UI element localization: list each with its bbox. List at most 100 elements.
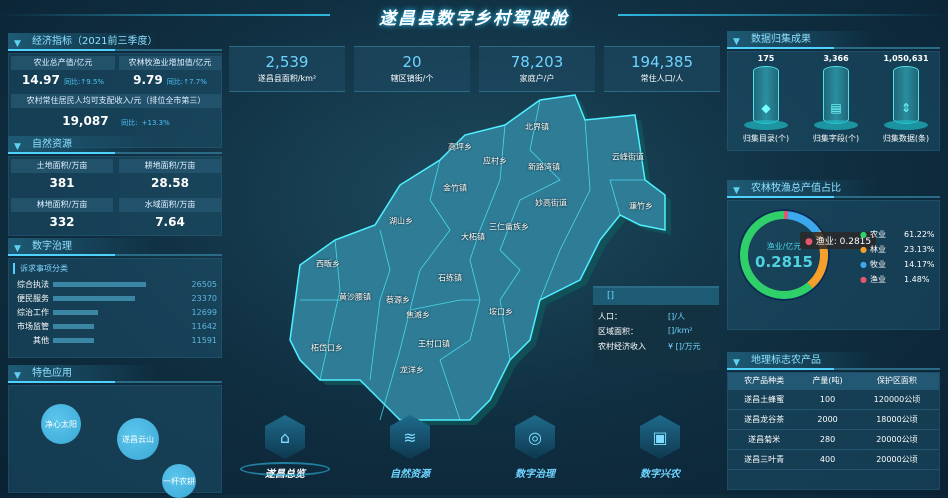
info-row: 区域面积：[]/km²: [598, 326, 714, 341]
map-town-label[interactable]: 柘岱口乡: [311, 343, 343, 354]
info-label: 区域面积：: [598, 326, 668, 341]
map-town-label[interactable]: 妙高街道: [535, 198, 567, 209]
map-town-label[interactable]: 三仁畲族乡: [489, 222, 529, 233]
panel-title: 农林牧渔总产值占比: [751, 183, 841, 194]
collection-item: 175 ◆ 归集目录(个): [734, 54, 798, 144]
cylinder-base: [884, 120, 928, 130]
donut-center-value: 0.2815: [746, 253, 822, 271]
info-value: []/人: [668, 311, 685, 326]
info-value: []/km²: [668, 326, 693, 341]
nav-2[interactable]: ◎ 数字治理: [505, 415, 565, 480]
donut-slice-2[interactable]: [788, 215, 818, 233]
table-cell: 遂昌龙谷茶: [728, 409, 800, 429]
map-town-label[interactable]: 黄沙腰镇: [339, 292, 371, 303]
legend-dot-icon: ●: [860, 275, 870, 284]
legend-dot-icon: ●: [860, 260, 870, 269]
map-town-label[interactable]: 高坪乡: [448, 142, 472, 153]
collection-value: 175: [734, 54, 798, 63]
legend-name: 牧业: [870, 259, 904, 270]
panel-title: 地理标志农产品: [751, 355, 821, 366]
layers-icon: ◆: [753, 66, 779, 124]
map-town-label[interactable]: 北界镇: [525, 122, 549, 133]
nav-label: 数字兴农: [630, 465, 690, 480]
legend-name: 林业: [870, 244, 904, 255]
table-cell: 100: [800, 389, 855, 409]
map-town-label[interactable]: 西畈乡: [316, 259, 340, 270]
nav-1[interactable]: ≋ 自然资源: [380, 415, 440, 480]
home-icon: ⌂: [265, 415, 305, 459]
map-town-label[interactable]: 蔡源乡: [386, 295, 410, 306]
table-cell: 2000: [800, 409, 855, 429]
layers-icon: ≋: [390, 415, 430, 459]
info-label: 人口：: [598, 311, 668, 326]
map-town-label[interactable]: 王村口镇: [418, 339, 450, 350]
active-ring: [240, 462, 330, 476]
map-town-label[interactable]: 新路湾镇: [528, 162, 560, 173]
collection-label: 归集目录(个): [734, 133, 798, 144]
legend-name: 渔业: [870, 274, 904, 285]
legend-pct: 14.17%: [904, 260, 935, 269]
map-town-label[interactable]: 湖山乡: [389, 216, 413, 227]
collection-item: 3,366 ▤ 归集字段(个): [804, 54, 868, 144]
legend-name: 农业: [870, 229, 904, 240]
map-town-label[interactable]: 龙洋乡: [400, 365, 424, 376]
collection-value: 3,366: [804, 54, 868, 63]
nav-label: 数字治理: [505, 465, 565, 480]
target-icon: ◎: [515, 415, 555, 459]
nav-label: 自然资源: [380, 465, 440, 480]
info-label: 农村经济收入: [598, 341, 668, 356]
map-town-label[interactable]: 云峰街道: [612, 152, 644, 163]
table-cell: 400: [800, 449, 855, 469]
table-cell: 20000公顷: [855, 449, 939, 469]
map-town-label[interactable]: 濂竹乡: [629, 201, 653, 212]
chevron-icon: ▼: [733, 354, 740, 372]
table-cell: 遂昌三叶青: [728, 449, 800, 469]
share-panel: ▼农林牧渔总产值占比 渔业/亿元 0.2815 ● 渔业: 0.2815 ●农业…: [727, 180, 940, 330]
info-row: 人口：[]/人: [598, 311, 714, 326]
folder-icon: ▤: [823, 66, 849, 124]
legend-pct: 23.13%: [904, 245, 935, 254]
cylinder-base: [814, 120, 858, 130]
map-town-label[interactable]: 大柘镇: [461, 232, 485, 243]
collection-label: 归集字段(个): [804, 133, 868, 144]
chevron-icon: ▼: [733, 182, 740, 200]
table-cell: 遂昌土蜂蜜: [728, 389, 800, 409]
nav-3[interactable]: ▣ 数字兴农: [630, 415, 690, 480]
map-town-label[interactable]: 垵口乡: [489, 307, 513, 318]
info-row: 农村经济收入¥ []/万元: [598, 341, 714, 356]
legend-dot-icon: ●: [860, 230, 870, 239]
map-town-label[interactable]: 焦滩乡: [406, 310, 430, 321]
collection-value: 1,050,631: [874, 54, 938, 63]
table-header: 产量(吨): [800, 373, 855, 389]
info-title: []: [593, 288, 719, 305]
table-header: 保护区面积: [855, 373, 939, 389]
monitor-icon: ▣: [640, 415, 680, 459]
map-town-label[interactable]: 应村乡: [483, 156, 507, 167]
map-town-label[interactable]: 金竹镇: [443, 183, 467, 194]
collection-label: 归集数据(条): [874, 133, 938, 144]
legend-pct: 61.22%: [904, 230, 935, 239]
info-value: ¥ []/万元: [668, 341, 701, 356]
cylinder-base: [744, 120, 788, 130]
sliders-icon: ⇕: [893, 66, 919, 124]
chevron-icon: ▼: [733, 33, 740, 51]
table-cell: 280: [800, 429, 855, 449]
table-cell: 18000公顷: [855, 409, 939, 429]
map-town-label[interactable]: 石练镇: [438, 273, 462, 284]
table-cell: 遂昌菊米: [728, 429, 800, 449]
legend-pct: 1.48%: [904, 275, 929, 284]
table-cell: 120000公顷: [855, 389, 939, 409]
table-cell: 20000公顷: [855, 429, 939, 449]
legend-dot-icon: ●: [860, 245, 870, 254]
